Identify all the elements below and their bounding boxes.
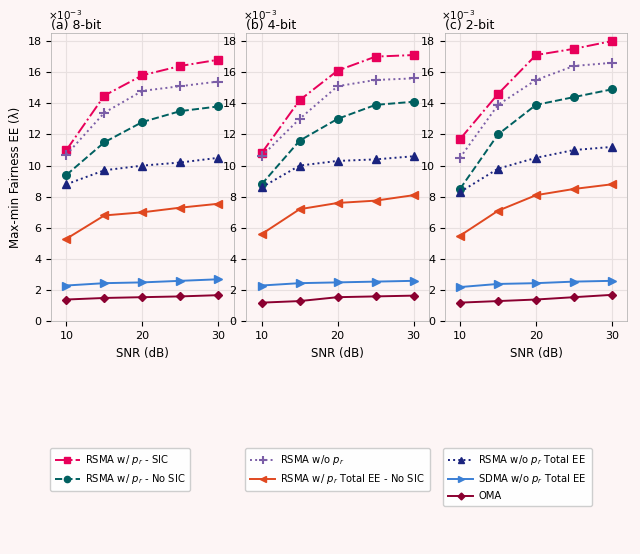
X-axis label: SNR (dB): SNR (dB) [311, 347, 364, 360]
Y-axis label: Max-min Fairness EE (λ): Max-min Fairness EE (λ) [9, 107, 22, 248]
Text: (b) 4-bit: (b) 4-bit [246, 19, 297, 32]
X-axis label: SNR (dB): SNR (dB) [509, 347, 563, 360]
Legend: RSMA w/ $p_r$ - SIC, RSMA w/ $p_r$ - No SIC: RSMA w/ $p_r$ - SIC, RSMA w/ $p_r$ - No … [50, 448, 191, 491]
Text: (a) 8-bit: (a) 8-bit [51, 19, 102, 32]
X-axis label: SNR (dB): SNR (dB) [116, 347, 169, 360]
Text: $\times10^{-3}$: $\times10^{-3}$ [243, 8, 277, 22]
Text: $\times10^{-3}$: $\times10^{-3}$ [441, 8, 476, 22]
Legend: RSMA w/o $p_r$, RSMA w/ $p_r$ Total EE - No SIC: RSMA w/o $p_r$, RSMA w/ $p_r$ Total EE -… [245, 448, 429, 491]
Text: (c) 2-bit: (c) 2-bit [445, 19, 494, 32]
Legend: RSMA w/o $p_r$ Total EE, SDMA w/o $p_r$ Total EE, OMA: RSMA w/o $p_r$ Total EE, SDMA w/o $p_r$ … [444, 448, 592, 506]
Text: $\times10^{-3}$: $\times10^{-3}$ [47, 8, 82, 22]
